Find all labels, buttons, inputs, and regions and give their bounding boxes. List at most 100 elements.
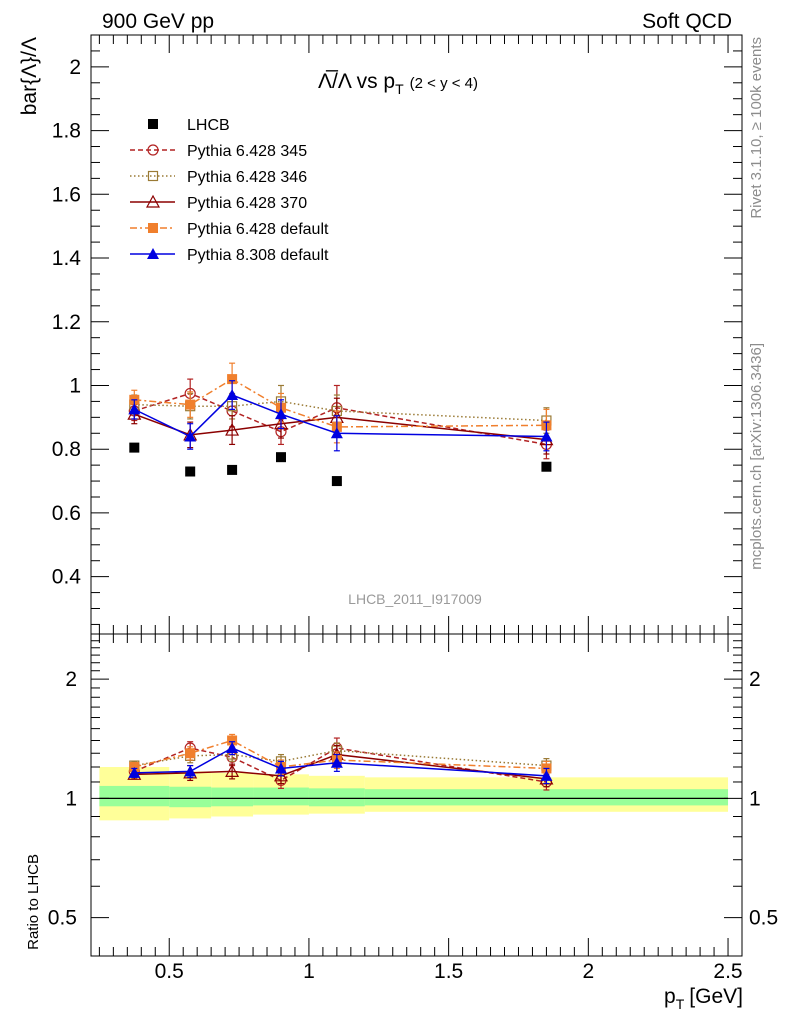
- main-y-tick-label: 0.8: [52, 438, 81, 461]
- legend-label-pythia-6-428-370: Pythia 6.428 370: [187, 195, 307, 212]
- legend: LHCB Pythia 6.428 345 Pythia 6.428 346 Pyth…: [130, 117, 329, 264]
- main-point-lhcb: [275, 452, 286, 463]
- main-plot-panel: 0.4 0.6 0.8 1 1.2 1.4 1.6 1.8 2 bar{Λ}/Λ Λ̅/Λ vs…: [18, 34, 743, 635]
- x-tick-label: 1.5: [434, 960, 463, 983]
- main-point-pythia-6-428-default: [185, 399, 196, 410]
- svg-text:Λ̅/Λ vs pT(2 < y < 4): Λ̅/Λ vs pT (2 < y < 4): [318, 70, 478, 97]
- rivet-version-label: Rivet 3.1.10, ≥ 100k events: [748, 37, 765, 219]
- ratio-y-tick-label: 1: [65, 787, 77, 810]
- x-axis-label: pT [GeV]: [664, 985, 743, 1012]
- uncertainty-band-inner: [99, 785, 170, 807]
- analysis-watermark: LHCB_2011_I917009: [348, 591, 482, 607]
- x-tick-label: 0.5: [155, 960, 184, 983]
- x-axis-label-subscript: T: [676, 996, 685, 1012]
- ratio-point-pythia-8-308-default: [226, 742, 239, 754]
- main-point-pythia-6-428-default: [227, 374, 238, 385]
- uncertainty-band-inner: [364, 789, 729, 806]
- main-point-lhcb: [331, 476, 342, 487]
- ratio-y-tick-label: 0.5: [48, 907, 77, 930]
- x-tick-label: 1: [303, 960, 315, 983]
- ratio-line-pythia-8-308-default: [134, 747, 547, 777]
- main-y-tick-label: 0.6: [52, 502, 81, 525]
- header-right: Soft QCD: [642, 10, 732, 33]
- main-y-tick-label: 1.6: [52, 183, 81, 206]
- main-plot-title: Λ̅/Λ vs pT (2 < y < 4): [318, 70, 478, 97]
- legend-marker-pythia-6-428-345: [147, 144, 159, 156]
- main-point-pythia-8-308-default: [274, 408, 287, 420]
- legend-entry-lhcb: LHCB: [148, 117, 230, 134]
- main-point-pythia-8-308-default: [226, 389, 239, 401]
- ratio-y-tick-label-right: 2: [749, 668, 761, 691]
- ratio-y-tick-label-right: 1: [749, 787, 761, 810]
- main-point-lhcb: [541, 461, 552, 472]
- legend-label-pythia-6-428-345: Pythia 6.428 345: [187, 143, 307, 160]
- main-y-tick-label: 1: [69, 374, 81, 397]
- uncertainty-band-inner: [308, 788, 365, 807]
- main-line-pythia-6-428-default: [134, 378, 547, 428]
- main-point-pythia-8-308-default: [184, 430, 197, 442]
- ratio-plot-frame: [90, 633, 743, 957]
- uncertainty-band-inner: [169, 786, 212, 808]
- ratio-y-axis-label: Ratio to LHCB: [25, 854, 42, 950]
- main-point-pythia-6-428-370: [225, 422, 240, 436]
- main-point-pythia-8-308-default: [330, 427, 343, 439]
- legend-marker-pythia-6-428-346: [147, 170, 159, 182]
- main-series-lhcb: [129, 442, 552, 487]
- ratio-point-pythia-8-308-default: [330, 756, 343, 768]
- main-series-pythia-6-428-default: [129, 362, 552, 444]
- ratio-point-pythia-6-428-default: [185, 748, 196, 759]
- legend-entry-pythia-6-428-370: Pythia 6.428 370: [130, 194, 307, 212]
- ratio-plot-panel: 0.5 0.5 1 1 2 2 0.5 1 1.5 2 2.5 Ratio to LHCB pT [G…: [25, 633, 778, 1012]
- legend-entry-pythia-6-428-346: Pythia 6.428 346: [130, 169, 307, 186]
- ratio-y-tick-label-right: 0.5: [749, 907, 778, 930]
- main-line-pythia-6-428-345: [134, 392, 547, 446]
- mcplots-reference-label: mcplots.cern.ch [arXiv:1306.3436]: [748, 343, 765, 570]
- legend-entry-pythia-6-428-default: Pythia 6.428 default: [130, 221, 329, 238]
- ratio-point-pythia-8-308-default: [128, 766, 141, 778]
- main-line-pythia-8-308-default: [133, 394, 547, 438]
- legend-marker-lhcb: [148, 119, 158, 129]
- x-axis-label-main: p: [664, 985, 676, 1008]
- x-tick-label: 2: [582, 960, 594, 983]
- main-point-pythia-8-308-default: [540, 430, 553, 442]
- main-y-tick-label: 2: [69, 56, 81, 79]
- main-series-pythia-8-308-default: [128, 380, 553, 452]
- ratio-line-pythia-6-428-345: [134, 747, 547, 783]
- ratio-point-pythia-8-308-default: [540, 769, 553, 781]
- title-main-text: Λ̅/Λ vs p: [318, 70, 395, 93]
- ratio-point-pythia-8-308-default: [274, 762, 287, 774]
- svg-text:pT[GeV]: pT [GeV]: [664, 985, 743, 1012]
- ratio-line-pythia-6-428-default: [134, 739, 547, 770]
- main-y-tick-label: 1.2: [52, 311, 81, 334]
- main-point-lhcb: [227, 464, 238, 475]
- ratio-series-pythia-8-308-default: [128, 741, 553, 785]
- legend-label-pythia-6-428-346: Pythia 6.428 346: [187, 169, 307, 186]
- legend-marker-pythia-6-428-default: [148, 223, 158, 233]
- ratio-y-tick-label: 2: [65, 668, 77, 691]
- main-point-lhcb: [129, 442, 140, 453]
- title-cut-text: (2 < y < 4): [410, 75, 478, 92]
- main-y-tick-label: 0.4: [52, 566, 82, 589]
- main-y-axis-label: bar{Λ}/Λ: [18, 37, 41, 115]
- uncertainty-band-inner: [253, 787, 309, 806]
- ratio-line-pythia-6-428-370: [134, 753, 547, 780]
- legend-marker-pythia-6-428-370: [145, 194, 161, 208]
- legend-label-pythia-6-428-default: Pythia 6.428 default: [187, 221, 329, 238]
- title-subscript: T: [395, 81, 404, 97]
- main-point-pythia-8-308-default: [128, 403, 141, 415]
- ratio-point-pythia-6-428-default: [227, 735, 238, 746]
- main-point-lhcb: [185, 466, 196, 477]
- ratio-point-pythia-8-308-default: [184, 765, 197, 777]
- ratio-point-pythia-6-428-370: [225, 764, 240, 777]
- legend-label-pythia-8-308-default: Pythia 8.308 default: [187, 247, 329, 264]
- x-axis-label-unit: [GeV]: [689, 985, 743, 1008]
- legend-entry-pythia-8-308-default: Pythia 8.308 default: [130, 247, 329, 264]
- legend-entry-pythia-6-428-345: Pythia 6.428 345: [130, 143, 307, 160]
- main-y-tick-label: 1.4: [52, 247, 82, 270]
- uncertainty-band-inner: [211, 787, 254, 807]
- header-left: 900 GeV pp: [102, 10, 214, 33]
- legend-label-lhcb: LHCB: [187, 117, 230, 134]
- main-y-tick-label: 1.8: [52, 120, 81, 143]
- x-tick-label: 2.5: [713, 960, 742, 983]
